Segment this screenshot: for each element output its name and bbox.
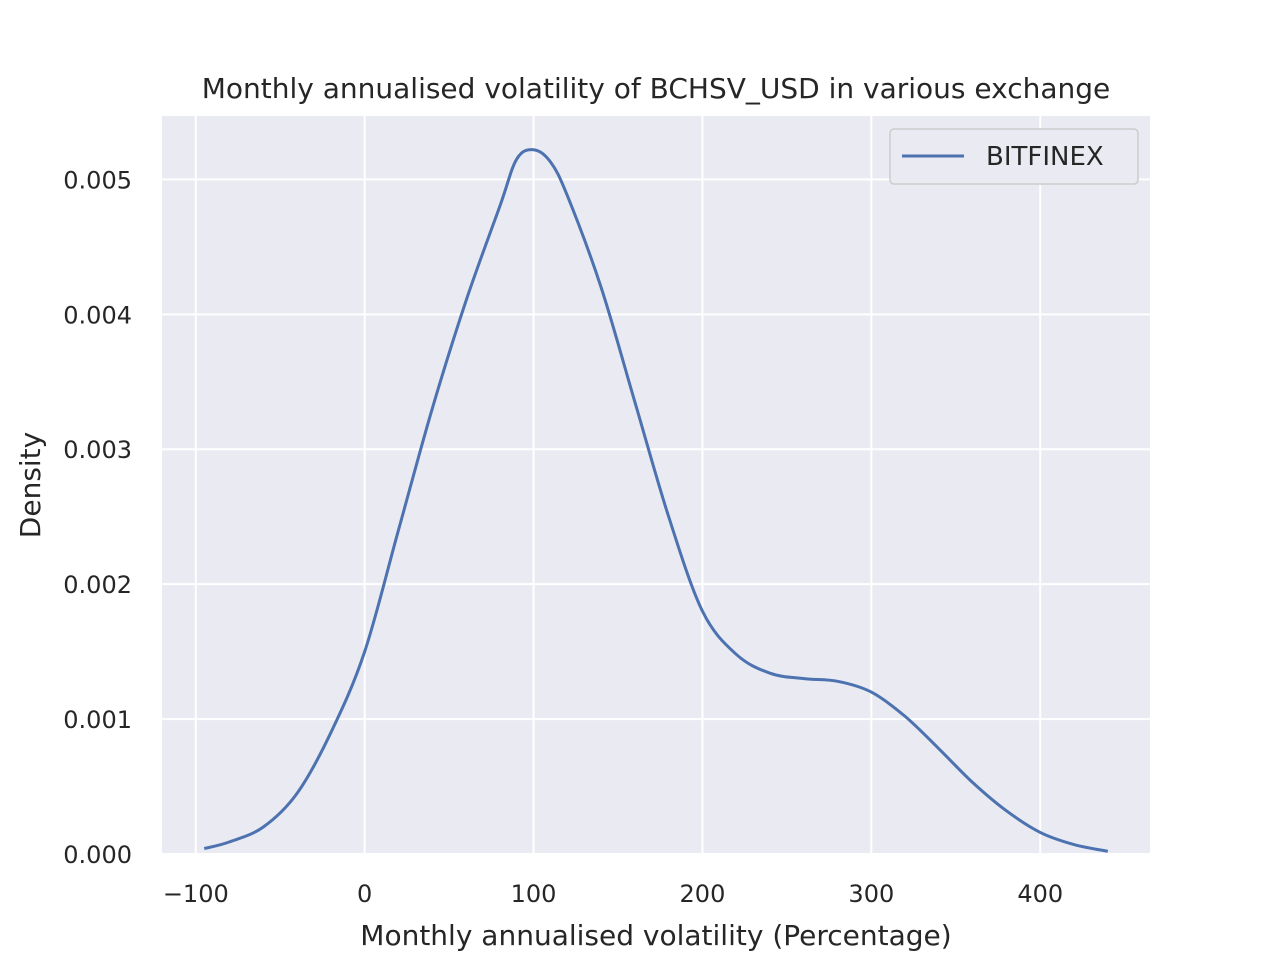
legend-label-bitfinex: BITFINEX [986, 142, 1104, 172]
chart-title: Monthly annualised volatility of BCHSV_U… [202, 72, 1111, 105]
y-tick-label: 0.004 [63, 301, 132, 329]
y-tick-label: 0.002 [63, 571, 132, 599]
legend: BITFINEX [889, 128, 1139, 185]
x-tick-label: 400 [1017, 880, 1063, 908]
y-tick-label: 0.001 [63, 706, 132, 734]
y-tick-label: 0.005 [63, 166, 132, 194]
x-tick-label: 300 [848, 880, 894, 908]
y-axis-label: Density [14, 432, 47, 538]
x-axis-ticks: −100 0 100 200 300 400 [163, 880, 1063, 908]
plot-area [162, 116, 1150, 854]
x-axis-label: Monthly annualised volatility (Percentag… [360, 919, 951, 952]
x-tick-label: 0 [357, 880, 372, 908]
x-tick-label: 100 [511, 880, 557, 908]
series-layer [203, 148, 1109, 853]
y-tick-label: 0.003 [63, 436, 132, 464]
y-axis-ticks: 0.000 0.001 0.002 0.003 0.004 0.005 [63, 166, 132, 869]
x-tick-label: −100 [163, 880, 229, 908]
grid-lines [162, 116, 1150, 855]
y-tick-label: 0.000 [63, 841, 132, 869]
x-tick-label: 200 [680, 880, 726, 908]
legend-box [889, 128, 1139, 185]
series-line-bitfinex [203, 148, 1109, 853]
